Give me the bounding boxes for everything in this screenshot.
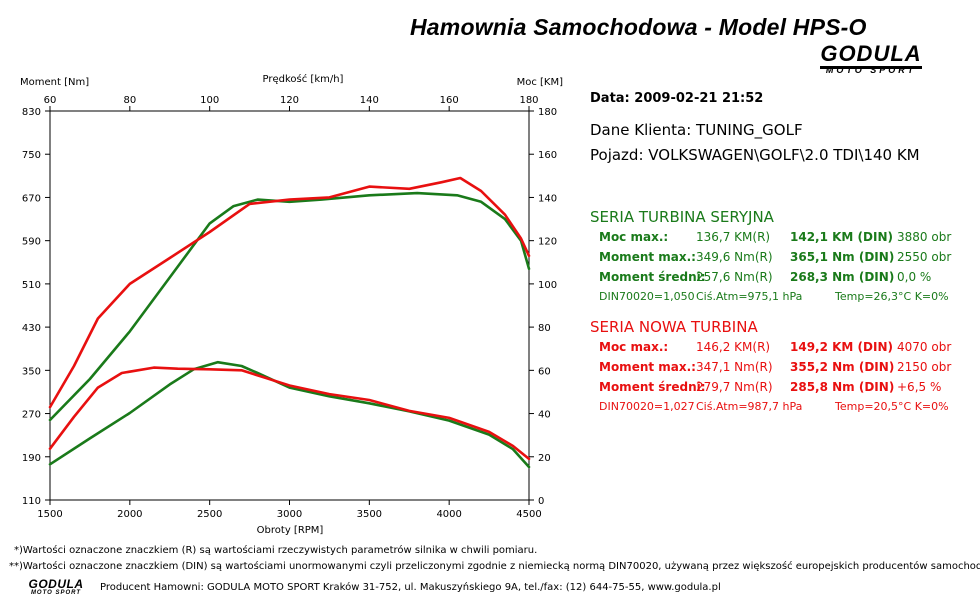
series1-conditions-row: DIN70020=1,050 Ciś.Atm=975,1 hPa Temp=26… [590,290,970,310]
right-tick-label: 80 [538,323,551,334]
plot-area-frame [49,110,530,501]
right-axis-label: Moc [KM] [517,77,564,88]
measurement-date: Data: 2009-02-21 21:52 [590,91,764,106]
page-title: Hamownia Samochodowa - Model HPS-O [410,14,867,40]
stat-din-value: 149,2 KM (DIN) [790,340,893,354]
left-tick-label: 350 [22,366,41,377]
stat-label: Moment max.: [599,250,696,264]
stat-r-value: 349,6 Nm(R) [696,250,773,264]
stat-label: Moment średni: [599,270,706,284]
x-tick-label: 3000 [277,509,302,520]
series1-power-row: Moc max.: 136,7 KM(R) 142,1 KM (DIN) 388… [590,230,970,250]
right-tick-label: 20 [538,453,551,464]
stat-din-value: 268,3 Nm (DIN) [790,270,895,284]
stat-rpm-value: 3880 obr [897,230,952,244]
left-tick-label: 190 [22,453,41,464]
top-tick-label: 80 [123,95,136,106]
footnote-din: **)Wartości oznaczone znaczkiem (DIN) są… [9,561,980,572]
temperature: Temp=26,3°C K=0% [835,290,949,303]
top-tick-label: 120 [280,95,299,106]
right-tick-label: 100 [538,280,557,291]
right-tick-label: 140 [538,193,557,204]
stat-din-value: 355,2 Nm (DIN) [790,360,895,374]
stat-label: Moc max.: [599,340,669,354]
din-factor: DIN70020=1,050 [599,290,695,303]
series-line-torque [48,366,531,461]
stat-r-value: 347,1 Nm(R) [696,360,773,374]
client-info: Dane Klienta: TUNING_GOLF [590,121,803,139]
series-line-torque [48,360,531,469]
din-factor: DIN70020=1,027 [599,400,695,413]
right-tick-label: 120 [538,237,557,248]
x-tick-label: 1500 [37,509,62,520]
top-tick-label: 100 [200,95,219,106]
left-tick-label: 830 [22,107,41,118]
series1-title: SERIA TURBINA SERYJNA [590,208,774,226]
x-tick-label: 4000 [436,509,461,520]
x-tick-label: 2500 [197,509,222,520]
left-tick-label: 510 [22,280,41,291]
series-line-power [48,176,531,409]
logo-sub-text: MOTO SPORT [825,65,917,75]
right-tick-label: 40 [538,410,551,421]
x-tick-label: 4500 [516,509,541,520]
series2-title: SERIA NOWA TURBINA [590,318,758,336]
stat-rpm-value: +6,5 % [897,380,942,394]
left-tick-label: 590 [22,237,41,248]
stat-r-value: 146,2 KM(R) [696,340,771,354]
top-tick-label: 140 [360,95,379,106]
stat-din-value: 142,1 KM (DIN) [790,230,893,244]
left-tick-label: 670 [22,193,41,204]
stat-r-value: 257,6 Nm(R) [696,270,773,284]
stat-din-value: 285,8 Nm (DIN) [790,380,895,394]
stat-label: Moc max.: [599,230,669,244]
atm-pressure: Ciś.Atm=975,1 hPa [696,290,803,303]
series2-torque-row: Moment max.: 347,1 Nm(R) 355,2 Nm (DIN) … [590,360,970,380]
stat-label: Moment średni: [599,380,706,394]
stat-rpm-value: 2150 obr [897,360,952,374]
left-tick-label: 750 [22,150,41,161]
series1-avg-torque-row: Moment średni: 257,6 Nm(R) 268,3 Nm (DIN… [590,270,970,290]
stat-rpm-value: 0,0 % [897,270,932,284]
top-axis-label: Prędkość [km/h] [263,73,344,85]
footer-logo-main: GODULA [28,577,84,591]
stat-rpm-value: 2550 obr [897,250,952,264]
footnote-r: *)Wartości oznaczone znaczkiem (R) są wa… [14,545,538,556]
top-tick-label: 180 [519,95,538,106]
right-tick-label: 180 [538,107,557,118]
right-tick-label: 160 [538,150,557,161]
x-tick-label: 2000 [117,509,142,520]
top-tick-label: 60 [44,95,57,106]
series2-power-row: Moc max.: 146,2 KM(R) 149,2 KM (DIN) 407… [590,340,970,360]
stat-r-value: 136,7 KM(R) [696,230,771,244]
left-axis-label: Moment [Nm] [20,77,89,88]
footer-godula-logo: GODULA MOTO SPORT [18,578,94,597]
atm-pressure: Ciś.Atm=987,7 hPa [696,400,803,413]
top-tick-label: 160 [440,95,459,106]
right-tick-label: 60 [538,366,551,377]
left-tick-label: 430 [22,323,41,334]
x-axis-label: Obroty [RPM] [257,525,324,536]
left-tick-label: 110 [22,496,41,507]
producer-info: Producent Hamowni: GODULA MOTO SPORT Kra… [100,582,721,593]
series2-conditions-row: DIN70020=1,027 Ciś.Atm=987,7 hPa Temp=20… [590,400,970,420]
vehicle-info: Pojazd: VOLKSWAGEN\GOLF\2.0 TDI\140 KM [590,146,920,164]
stat-r-value: 279,7 Nm(R) [696,380,773,394]
godula-logo: GODULA MOTO SPORT [812,41,930,75]
series1-torque-row: Moment max.: 349,6 Nm(R) 365,1 Nm (DIN) … [590,250,970,270]
stat-label: Moment max.: [599,360,696,374]
stat-rpm-value: 4070 obr [897,340,952,354]
right-tick-label: 0 [538,496,544,507]
logo-main-text: GODULA [820,41,922,69]
x-tick-label: 3500 [357,509,382,520]
stat-din-value: 365,1 Nm (DIN) [790,250,895,264]
footer-logo-sub: MOTO SPORT [30,590,82,596]
series2-avg-torque-row: Moment średni: 279,7 Nm(R) 285,8 Nm (DIN… [590,380,970,400]
temperature: Temp=20,5°C K=0% [835,400,949,413]
series-lines [48,176,531,469]
series-line-power [48,191,531,422]
left-tick-label: 270 [22,410,41,421]
